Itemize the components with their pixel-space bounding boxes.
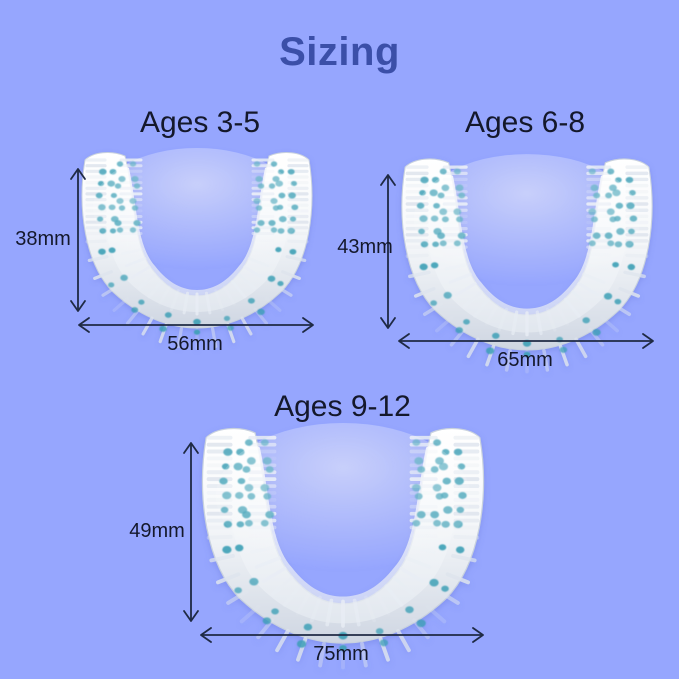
brush-illustration-ages-9-12: [201, 423, 485, 670]
age-label-6-8: Ages 6-8: [464, 106, 586, 139]
page-title: Sizing: [279, 30, 400, 74]
width-label-ages-9-12: 75mm: [313, 643, 369, 665]
height-label-ages-9-12: 49mm: [129, 520, 185, 542]
brush-illustration-ages-3-5: [81, 148, 313, 350]
height-label-ages-3-5: 38mm: [15, 228, 71, 250]
age-label-9-12: Ages 9-12: [274, 390, 411, 423]
width-label-ages-3-5: 56mm: [167, 333, 223, 355]
age-label-3-5: Ages 3-5: [139, 106, 261, 139]
height-label-ages-6-8: 43mm: [337, 236, 393, 258]
brush-illustration-ages-6-8: [401, 154, 653, 374]
width-label-ages-6-8: 65mm: [497, 349, 553, 371]
